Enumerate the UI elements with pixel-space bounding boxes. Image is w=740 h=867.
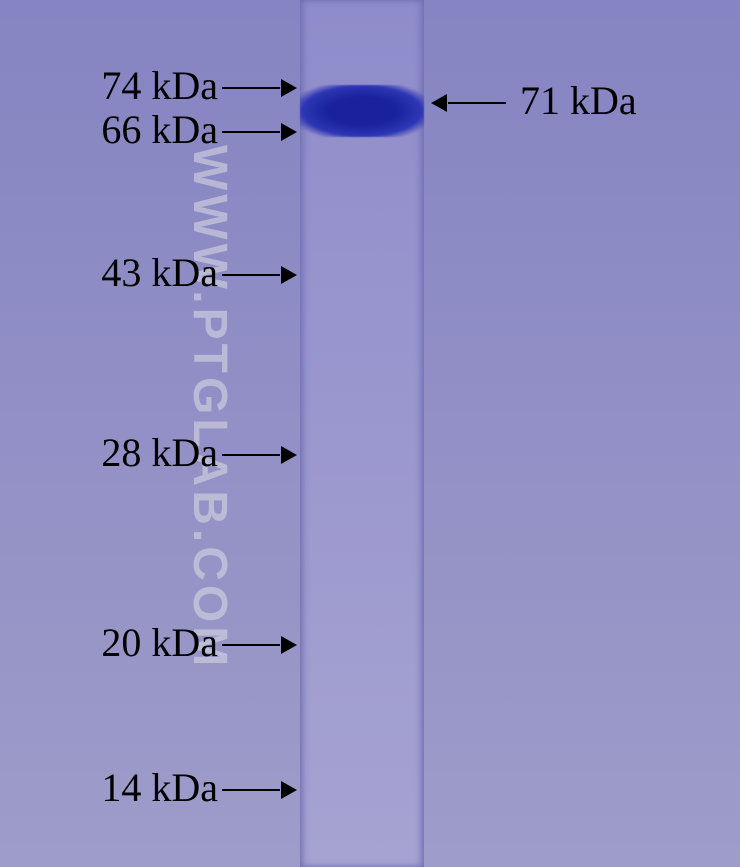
ladder-label: 28 kDa: [0, 429, 218, 476]
gel-lane: [300, 0, 424, 867]
ladder-arrow: [222, 123, 296, 141]
ladder-arrow: [222, 79, 296, 97]
ladder-label: 74 kDa: [0, 62, 218, 109]
ladder-arrow: [222, 781, 296, 799]
ladder-arrow: [222, 266, 296, 284]
band-arrow: [432, 94, 506, 112]
protein-band: [300, 85, 424, 137]
figure-canvas: WWW.PTGLAB.COM 74 kDa66 kDa43 kDa28 kDa2…: [0, 0, 740, 867]
ladder-label: 14 kDa: [0, 764, 218, 811]
ladder-label: 20 kDa: [0, 619, 218, 666]
band-label: 71 kDa: [520, 77, 637, 124]
ladder-label: 66 kDa: [0, 106, 218, 153]
ladder-arrow: [222, 636, 296, 654]
ladder-arrow: [222, 446, 296, 464]
ladder-label: 43 kDa: [0, 249, 218, 296]
